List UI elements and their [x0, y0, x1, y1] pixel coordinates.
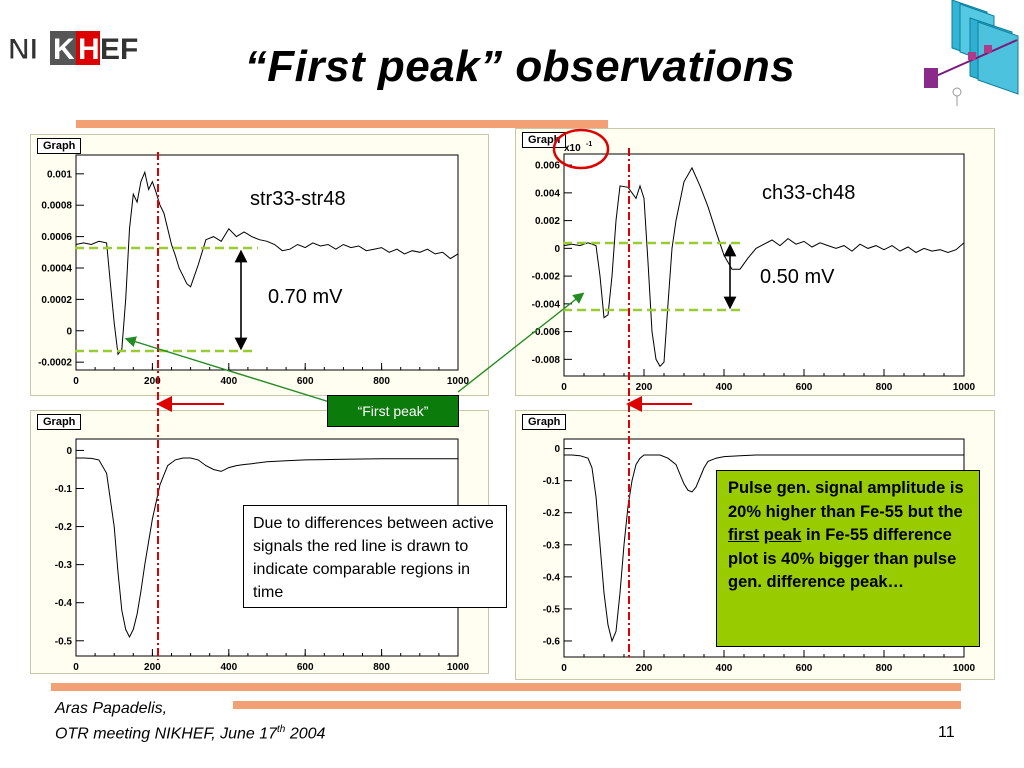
y-tick-label: 0 [66, 446, 72, 457]
graph-tag: Graph [522, 132, 567, 148]
logo-text-k: K [53, 33, 75, 66]
x-tick-label: 200 [144, 376, 161, 387]
y-tick-label: 0.002 [535, 216, 560, 227]
x-tick-label: 200 [636, 663, 653, 674]
y-tick-label: 0.006 [535, 161, 560, 172]
y-tick-label: 0.0006 [41, 232, 72, 243]
label-amplitude-left: 0.70 mV [268, 286, 343, 308]
page-number: 11 [938, 724, 955, 741]
label-ch33-ch48: ch33-ch48 [762, 182, 856, 204]
y-tick-label: -0.6 [543, 636, 561, 647]
x-tick-label: 800 [876, 663, 893, 674]
header-bar [76, 120, 608, 128]
x-tick-label: 800 [876, 382, 893, 393]
x-tick-label: 600 [796, 663, 813, 674]
x-tick-label: 1000 [447, 376, 470, 387]
conclusion-peak-word: peak [763, 526, 802, 544]
x-tick-label: 200 [144, 662, 161, 673]
label-amplitude-right: 0.50 mV [760, 266, 835, 288]
footer-meeting-sup: th [277, 724, 286, 735]
x-tick-label: 800 [373, 662, 390, 673]
y-tick-label: 0.0004 [41, 263, 72, 274]
y-tick-label: 0.0002 [41, 295, 72, 306]
y-tick-label: 0 [66, 326, 72, 337]
conclusion-first-word: first [728, 526, 760, 544]
x-tick-label: 0 [561, 663, 567, 674]
x-tick-label: 400 [716, 663, 733, 674]
y-tick-label: -0.0002 [38, 358, 72, 369]
x-tick-label: 600 [796, 382, 813, 393]
detector-icon [924, 0, 1019, 106]
y-tick-label: -0.008 [532, 355, 561, 366]
footer-bar-bottom [233, 701, 961, 709]
logo-text-ni: NI [8, 33, 38, 66]
conclusion-text-1: Pulse gen. signal amplitude is 20% highe… [728, 479, 964, 521]
x-tick-label: 400 [716, 382, 733, 393]
y-tick-label: -0.3 [55, 560, 73, 571]
series-line [75, 170, 459, 356]
axis-multiplier: x10 [564, 143, 581, 154]
y-tick-label: 0 [554, 244, 560, 255]
y-tick-label: -0.5 [543, 604, 561, 615]
y-tick-label: 0 [554, 444, 560, 455]
x-tick-label: 0 [73, 662, 79, 673]
footer-author: Aras Papadelis, [55, 700, 168, 717]
y-tick-label: -0.004 [532, 299, 561, 310]
series-line [76, 457, 458, 639]
footer-bar-top [51, 683, 961, 691]
y-tick-label: -0.2 [543, 508, 561, 519]
footer-meeting: OTR meeting NIKHEF, June 17th 2004 [55, 724, 325, 743]
y-tick-label: 0.004 [535, 188, 560, 199]
series-line [564, 454, 964, 643]
x-tick-label: 800 [373, 376, 390, 387]
x-tick-label: 0 [561, 382, 567, 393]
red-line-note: Due to differences between active signal… [243, 505, 507, 608]
x-tick-label: 0 [73, 376, 79, 387]
conclusion-text-2: in Fe-55 difference plot is 40% bigger t… [728, 526, 957, 591]
footer-meeting-suffix: 2004 [285, 725, 326, 743]
x-tick-label: 400 [220, 376, 237, 387]
graph-tag: Graph [37, 414, 82, 430]
y-tick-label: -0.002 [532, 272, 561, 283]
x-tick-label: 400 [220, 662, 237, 673]
logo-text-ef: EF [100, 33, 138, 66]
x-tick-label: 1000 [953, 663, 976, 674]
x-tick-label: 600 [297, 376, 314, 387]
x-tick-label: 600 [297, 662, 314, 673]
slide-title: “First peak” observations [244, 42, 796, 91]
footer-meeting-prefix: OTR meeting NIKHEF, June 17 [55, 725, 278, 743]
graph-panel-str-top: 0 200 400 600 800 1000 -0.0002 0 0.0002 0.0004 0.0… [30, 134, 489, 396]
axis-multiplier-exponent: -1 [586, 141, 592, 148]
y-tick-label: -0.2 [55, 522, 73, 533]
label-str33-str48: str33-str48 [250, 188, 346, 210]
x-tick-label: 1000 [953, 382, 976, 393]
graph-panel-ch-top: 0 200 400 600 800 1000 -0.008 -0.006 -0.004 -0.00… [515, 128, 995, 396]
y-tick-label: -0.4 [55, 598, 73, 609]
chart-str33-str48: 0 200 400 600 800 1000-0.000200.00020.00040.0… [38, 154, 470, 387]
chart-ch33-ch48: 0 200 400 600 800 1000 -0.008 -0.006 -0.004 -0.00… [532, 141, 976, 393]
y-tick-label: -0.5 [55, 636, 73, 647]
y-tick-label: 0.0008 [41, 201, 72, 212]
y-tick-label: 0.001 [47, 169, 72, 180]
x-tick-label: 1000 [447, 662, 470, 673]
logo-text-h: H [78, 33, 100, 66]
conclusion-box: Pulse gen. signal amplitude is 20% highe… [716, 470, 980, 647]
nikhef-logo: NI K H EF [8, 31, 138, 67]
y-tick-label: -0.4 [543, 572, 561, 583]
y-tick-label: -0.006 [532, 327, 561, 338]
y-tick-label: -0.1 [543, 476, 561, 487]
graph-tag: Graph [522, 414, 567, 430]
y-tick-label: -0.3 [543, 540, 561, 551]
y-tick-label: -0.1 [55, 484, 73, 495]
graph-tag: Graph [37, 138, 82, 154]
x-tick-label: 200 [636, 382, 653, 393]
first-peak-callout: “First peak” [327, 395, 459, 427]
